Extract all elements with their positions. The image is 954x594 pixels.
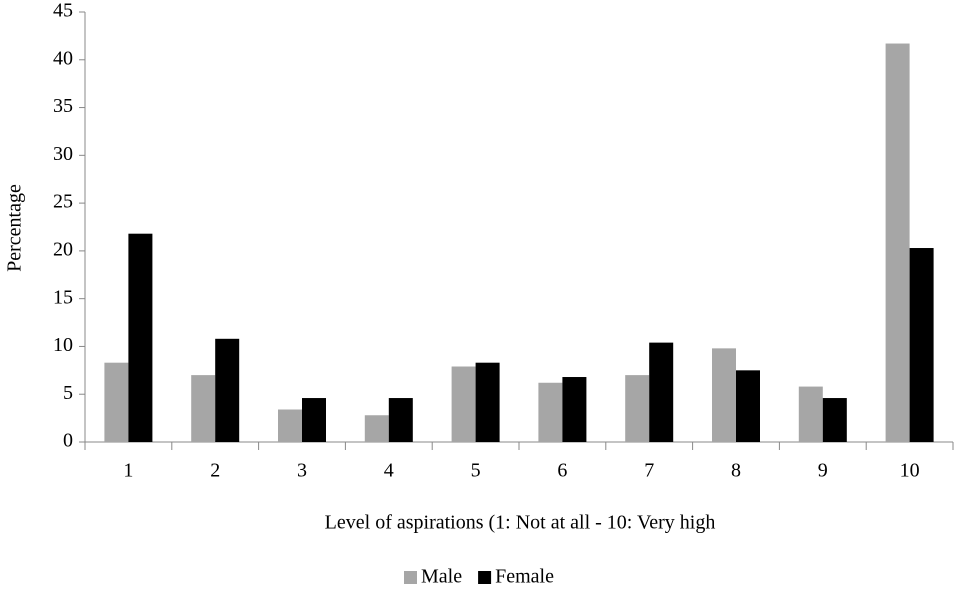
bar <box>822 398 847 442</box>
legend-swatch <box>404 571 417 584</box>
y-tick-label: 20 <box>53 238 73 260</box>
bar <box>885 43 910 443</box>
x-tick-label: 2 <box>210 460 220 482</box>
legend-label: Female <box>495 566 554 588</box>
x-tick-label: 6 <box>557 460 567 482</box>
y-tick-label: 25 <box>53 191 73 213</box>
bar <box>475 362 500 442</box>
bar <box>562 377 587 442</box>
x-tick-label: 10 <box>900 460 920 482</box>
y-tick-label: 5 <box>63 382 73 404</box>
bar <box>625 375 650 442</box>
legend-label: Male <box>421 566 462 588</box>
bar <box>712 348 736 442</box>
x-tick-label: 9 <box>818 460 828 482</box>
bar <box>451 366 476 442</box>
bar <box>104 362 129 442</box>
bar <box>215 338 240 442</box>
x-axis-label: Level of aspirations (1: Not at all - 10… <box>325 512 716 534</box>
x-tick-label: 8 <box>731 460 741 482</box>
x-tick-label: 4 <box>384 460 394 482</box>
y-tick-label: 45 <box>53 0 73 22</box>
bar <box>302 398 326 442</box>
y-tick-label: 35 <box>53 95 73 117</box>
bar <box>736 370 760 442</box>
bar <box>364 415 389 442</box>
bar <box>649 342 674 442</box>
bar <box>191 375 216 442</box>
x-tick-label: 3 <box>297 460 307 482</box>
y-tick-label: 30 <box>53 143 73 165</box>
y-tick-label: 40 <box>53 47 73 69</box>
bar <box>909 248 934 442</box>
bar <box>128 233 153 442</box>
y-tick-label: 10 <box>53 334 73 356</box>
x-tick-label: 1 <box>123 460 133 482</box>
bar <box>798 386 823 442</box>
bar <box>278 409 302 442</box>
legend-swatch <box>478 571 492 584</box>
y-tick-label: 0 <box>63 430 73 452</box>
y-tick-label: 15 <box>53 286 73 308</box>
x-tick-label: 7 <box>644 460 654 482</box>
bar <box>538 382 563 442</box>
x-tick-label: 5 <box>471 460 481 482</box>
bar <box>388 398 413 442</box>
y-axis-label: Percentage <box>4 184 26 272</box>
